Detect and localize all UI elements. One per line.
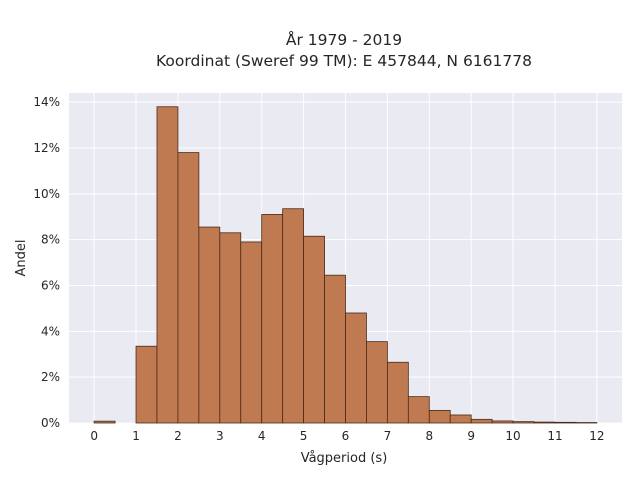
histogram-bars [93,106,598,424]
histogram-bar [407,396,430,424]
y-tick-label: 10% [33,187,60,201]
y-tick-label: 8% [41,233,60,247]
x-tick-label: 4 [258,429,266,443]
y-tick-label: 0% [41,416,60,430]
x-tick-label: 12 [589,429,604,443]
histogram-bar [366,341,388,424]
x-axis-label: Vågperiod (s) [301,451,388,466]
x-tick-label: 1 [132,429,140,443]
chart-title-line-2: Koordinat (Sweref 99 TM): E 457844, N 61… [156,52,532,70]
x-tick-label: 8 [425,429,433,443]
histogram-bar [428,409,451,424]
y-tick-label: 4% [41,324,60,338]
y-tick-label: 6% [41,279,60,293]
x-tick-label: 3 [216,429,224,443]
y-tick-label: 2% [41,370,60,384]
histogram-bar [491,420,514,424]
histogram-bar [386,361,409,424]
histogram-bar [470,418,493,424]
x-tick-label: 11 [547,429,562,443]
histogram-bar [177,152,200,424]
x-tick-label: 5 [300,429,308,443]
histogram-bar [282,208,305,424]
chart-title-line-1: År 1979 - 2019 [286,30,402,49]
histogram-bar [449,414,472,424]
histogram-bar [198,226,221,424]
histogram-bar [93,420,116,424]
x-tick-label: 9 [467,429,475,443]
histogram-bar [324,274,346,424]
histogram-bar [240,241,263,424]
x-tick-label: 10 [505,429,520,443]
histogram-bar [533,421,556,424]
histogram-bar [554,421,577,424]
x-tick-label: 7 [384,429,392,443]
histogram-bar [261,214,284,424]
histogram-bar [512,421,535,424]
x-axis-ticks: 0 1 2 3 4 5 6 7 8 9 10 11 12 [90,429,604,443]
histogram-bar [345,312,367,424]
x-tick-label: 2 [174,429,182,443]
histogram-bar [219,232,242,424]
y-axis-ticks: 0% 2% 4% 6% 8% 10% 12% 14% [33,95,60,430]
histogram-bar [135,345,158,424]
y-tick-label: 12% [33,141,60,155]
y-tick-label: 14% [33,95,60,109]
x-tick-label: 6 [342,429,350,443]
y-axis-label: Andel [14,240,29,277]
histogram-bar [303,235,325,424]
x-tick-label: 0 [90,429,98,443]
histogram-bar [156,106,179,424]
